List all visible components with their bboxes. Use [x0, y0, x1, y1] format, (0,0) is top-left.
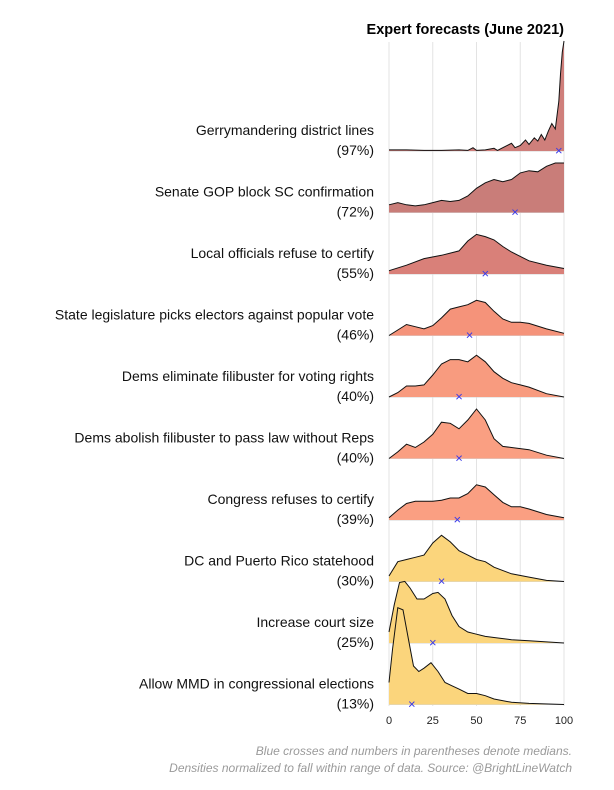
x-axis: 0 25 50 75 100 [386, 715, 573, 727]
series-label: Increase court size [257, 614, 375, 630]
density-area [389, 484, 564, 520]
x-tick-label: 75 [514, 715, 526, 727]
density-outline [388, 408, 565, 459]
median-marker: × [453, 512, 461, 527]
median-marker: × [429, 635, 437, 650]
series-median-label: (40%) [337, 450, 374, 466]
density-area [389, 163, 564, 213]
series-label: State legislature picks electors against… [55, 307, 374, 323]
label-layer: Gerrymandering district lines (97%) Senate… [55, 122, 374, 712]
ridge-layer: × × × × × × × × × × [388, 40, 565, 712]
density-outline [388, 299, 565, 336]
x-tick-label: 25 [427, 715, 439, 727]
series-label: Gerrymandering district lines [196, 122, 374, 138]
median-marker: × [466, 328, 474, 343]
density-outline [389, 40, 565, 151]
density-outline [388, 534, 565, 582]
median-marker: × [455, 451, 463, 466]
series-label: Senate GOP block SC confirmation [155, 184, 374, 200]
density-outline [388, 162, 564, 207]
density-outline [388, 484, 565, 519]
series-median-label: (72%) [337, 204, 374, 220]
median-marker: × [511, 205, 519, 220]
caption-line-1: Blue crosses and numbers in parentheses … [256, 744, 572, 758]
series-label: Allow MMD in congressional elections [139, 676, 374, 692]
median-marker: × [408, 697, 416, 712]
x-tick-label: 100 [555, 715, 573, 727]
density-area [389, 535, 564, 582]
x-tick-label: 0 [386, 715, 392, 727]
series-label: Local officials refuse to certify [191, 245, 374, 261]
series-median-label: (46%) [337, 327, 374, 343]
density-area [389, 409, 564, 459]
density-area [389, 300, 564, 336]
series-label: DC and Puerto Rico statehood [184, 553, 374, 569]
density-outline [388, 606, 565, 705]
density-area [389, 355, 564, 397]
density-outline [388, 580, 565, 644]
series-median-label: (97%) [337, 142, 374, 158]
median-marker: × [438, 574, 446, 589]
median-marker: × [555, 143, 563, 158]
chart-title: Expert forecasts (June 2021) [367, 22, 565, 38]
caption-line-2: Densities normalized to fall within rang… [169, 761, 572, 775]
density-outline [388, 354, 565, 398]
series-label: Congress refuses to certify [207, 491, 374, 507]
series-median-label: (39%) [337, 511, 374, 527]
density-area [389, 581, 564, 643]
x-tick-label: 50 [470, 715, 482, 727]
series-label: Dems abolish filibuster to pass law with… [74, 430, 374, 446]
series-median-label: (40%) [337, 388, 374, 404]
series-median-label: (13%) [337, 696, 374, 712]
density-area [389, 41, 564, 151]
density-outline [388, 233, 565, 272]
median-marker: × [481, 266, 489, 281]
density-area [389, 607, 564, 705]
series-median-label: (30%) [337, 573, 374, 589]
series-median-label: (25%) [337, 634, 374, 650]
median-marker: × [455, 389, 463, 404]
density-area [389, 234, 564, 274]
series-median-label: (55%) [337, 265, 374, 281]
series-label: Dems eliminate filibuster for voting rig… [122, 368, 374, 384]
